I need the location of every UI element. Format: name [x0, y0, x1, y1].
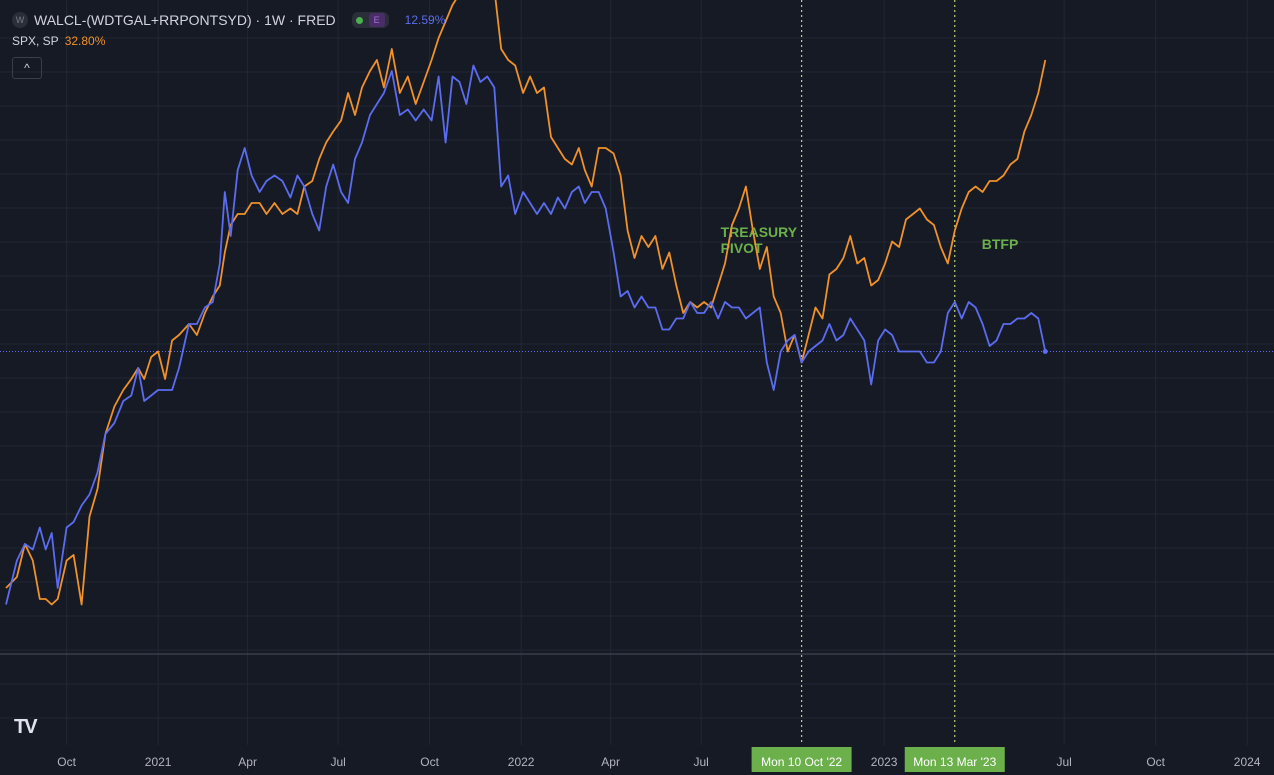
- spx-change-pct: 32.80%: [64, 34, 106, 48]
- grid-lines: [0, 0, 1274, 745]
- x-tick-label: Jul: [330, 755, 345, 769]
- marker-annotation: PIVOT: [721, 240, 763, 256]
- collapse-legend-button[interactable]: ^: [12, 57, 42, 79]
- legend-row-walcl: W WALCL-(WDTGAL+RRPONTSYD) · 1W · FRED E…: [12, 10, 445, 30]
- walcl-last-point: [1042, 349, 1048, 354]
- x-tick-label: 2021: [145, 755, 172, 769]
- walcl-change-pct: 12.59%: [404, 13, 446, 27]
- walcl-line[interactable]: [5, 64, 1047, 605]
- series-lines: [0, 0, 1274, 606]
- x-tick-label: Oct: [420, 755, 439, 769]
- earnings-badge: E: [368, 13, 385, 27]
- x-tick-label: Jul: [693, 755, 708, 769]
- x-tick-label: Oct: [57, 755, 76, 769]
- legend-row-spx: SPX, SP 32.80%: [12, 31, 445, 51]
- marker-date-badge: [751, 747, 852, 772]
- spx-symbol[interactable]: SPX, SP: [12, 34, 59, 48]
- symbol-title[interactable]: WALCL-(WDTGAL+RRPONTSYD) · 1W · FRED: [34, 12, 336, 28]
- legend: W WALCL-(WDTGAL+RRPONTSYD) · 1W · FRED E…: [12, 10, 445, 51]
- marker-annotation: TREASURY: [721, 224, 798, 240]
- chevron-up-icon: ^: [24, 61, 30, 75]
- marker-annotation: BTFP: [982, 236, 1019, 252]
- marker-date-badge: [904, 747, 1005, 772]
- marker-date-label: Mon 13 Mar '23: [913, 755, 996, 769]
- time-axis: Oct 2021 Apr Jul Oct 2022 Apr Jul 2023 Jul Oct 2024…: [57, 747, 1261, 772]
- x-tick-label: 2022: [508, 755, 535, 769]
- spx-line[interactable]: [5, 0, 1047, 606]
- market-status-dot-icon: [355, 16, 363, 24]
- x-tick-label: 2023: [871, 755, 898, 769]
- x-tick-label: Oct: [1146, 755, 1165, 769]
- marker-date-label: Mon 10 Oct '22: [761, 755, 842, 769]
- x-tick-label: Jul: [1056, 755, 1071, 769]
- status-pill[interactable]: E: [351, 12, 389, 28]
- tradingview-logo-icon[interactable]: TV: [14, 716, 38, 738]
- x-tick-label: Apr: [601, 755, 620, 769]
- x-tick-label: 2024: [1234, 755, 1261, 769]
- x-tick-label: Apr: [238, 755, 257, 769]
- symbol-logo-icon: W: [12, 12, 28, 28]
